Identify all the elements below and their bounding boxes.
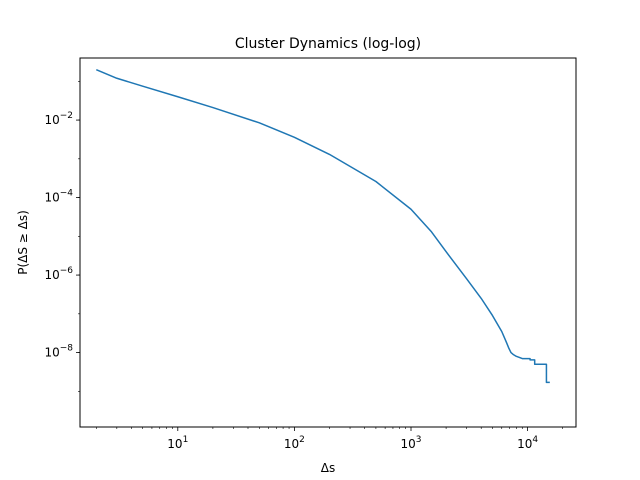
series-layer — [96, 68, 550, 384]
chart-title: Cluster Dynamics (log-log) — [235, 36, 421, 52]
x-tick-label: 103 — [400, 435, 421, 451]
x-tick-label: 101 — [167, 435, 188, 451]
y-tick-base: 10 — [44, 191, 59, 205]
y-tick-label: 10−6 — [44, 266, 73, 282]
y-axis-ticks: 10−810−610−410−2 — [44, 81, 80, 392]
series-line — [96, 68, 550, 384]
x-tick-exponent: 1 — [183, 435, 189, 445]
x-tick-base: 10 — [517, 437, 532, 451]
x-tick-exponent: 4 — [532, 435, 538, 445]
y-tick-exponent: −2 — [60, 111, 73, 121]
y-tick-exponent: −4 — [60, 189, 74, 199]
x-axis-ticks: 101 102 103 104 — [95, 427, 564, 451]
y-tick-base: 10 — [44, 268, 59, 282]
x-tick-exponent: 3 — [416, 435, 422, 445]
x-tick-base: 10 — [284, 437, 299, 451]
x-tick-label: 102 — [284, 435, 305, 451]
y-tick-label: 10−2 — [44, 111, 73, 127]
y-tick-exponent: −8 — [60, 344, 74, 354]
y-tick-label: 10−4 — [44, 189, 73, 205]
y-axis-label: P(ΔS ≥ Δs) — [16, 210, 30, 275]
x-axis-label: Δs — [321, 461, 335, 475]
y-tick-exponent: −6 — [60, 266, 74, 276]
x-tick-base: 10 — [167, 437, 182, 451]
y-tick-base: 10 — [44, 113, 59, 127]
plot-frame — [79, 57, 577, 428]
x-tick-label: 104 — [517, 435, 538, 451]
y-tick-label: 10−8 — [44, 344, 73, 360]
x-tick-base: 10 — [400, 437, 415, 451]
x-tick-exponent: 2 — [299, 435, 305, 445]
y-tick-base: 10 — [44, 346, 59, 360]
